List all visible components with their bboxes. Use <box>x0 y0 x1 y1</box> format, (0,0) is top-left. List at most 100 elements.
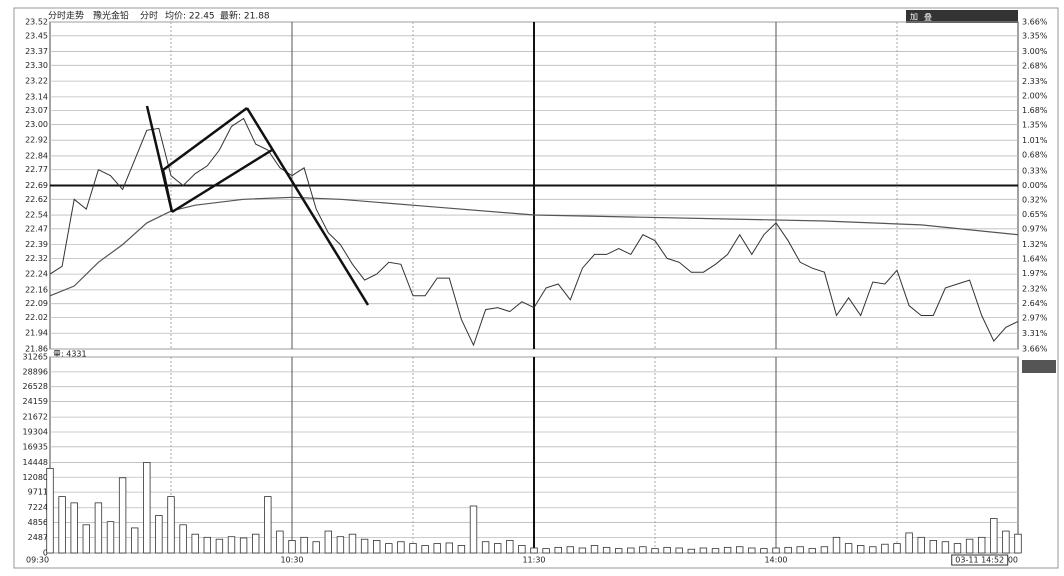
v-tick-label: 2487 <box>28 533 48 542</box>
volume-bar <box>602 546 611 554</box>
volume-bar <box>627 547 635 554</box>
avg-label: 均价: 22.45 <box>165 10 215 22</box>
volume-bar <box>784 546 792 554</box>
volume-bar <box>953 543 962 554</box>
volume-bar <box>494 543 502 554</box>
volume-bar <box>348 533 357 554</box>
volume-bar <box>736 546 744 554</box>
volume-bar <box>615 548 623 554</box>
volume-bar <box>590 545 599 554</box>
volume-bar <box>978 536 986 554</box>
y-tick-label: 23.22 <box>25 77 48 86</box>
volume-bar <box>360 538 369 554</box>
volume-label: 量: 4331 <box>53 350 87 359</box>
volume-bar <box>941 541 950 554</box>
volume-bar <box>385 543 393 554</box>
x-tick-label: 09:30 <box>26 556 49 565</box>
volume-bar <box>118 477 127 554</box>
volume-bar <box>288 540 296 554</box>
toolbar-button[interactable]: 加 <box>910 12 918 22</box>
side-button[interactable] <box>1022 360 1056 373</box>
volume-bar <box>82 524 90 554</box>
y2-tick-label: 3.66% <box>1022 345 1048 354</box>
y-tick-label: 22.77 <box>25 165 48 174</box>
period: 分时 <box>140 10 158 22</box>
volume-bar <box>530 547 538 554</box>
y-tick-label: 23.30 <box>25 61 48 70</box>
avg-line <box>49 196 1019 297</box>
x-tick-label: 14:00 <box>764 556 787 565</box>
volume-bar <box>324 530 332 554</box>
toolbar-button[interactable]: 叠 <box>924 13 932 22</box>
y2-tick-label: 0.00% <box>1022 181 1048 190</box>
volume-bar <box>748 547 756 554</box>
y2-tick-label: 1.64% <box>1022 254 1048 263</box>
volume-bar <box>252 533 260 554</box>
volume-bar <box>155 514 163 554</box>
price-line <box>49 117 1019 347</box>
volume-bar <box>518 545 526 554</box>
y2-tick-label: 3.66% <box>1022 18 1048 27</box>
volume-bar <box>191 533 199 554</box>
volume-bar <box>167 496 175 554</box>
volume-bar <box>300 536 308 554</box>
y-tick-label: 21.86 <box>25 345 48 354</box>
volume-bar <box>421 545 429 554</box>
volume-bar <box>554 546 562 554</box>
volume-bar <box>70 502 78 554</box>
cursor-label-box <box>951 554 1009 566</box>
volume-bar <box>373 540 381 554</box>
y2-tick-label: 1.01% <box>1022 136 1048 145</box>
volume-bar <box>820 546 829 554</box>
chart-title: 分时走势 <box>48 10 84 22</box>
v-tick-label: 9711 <box>28 488 48 497</box>
volume-bar <box>772 547 780 554</box>
volume-bar <box>469 505 478 554</box>
v-tick-label: 4856 <box>28 518 48 527</box>
volume-bar <box>893 543 901 554</box>
v-tick-label: 12080 <box>23 473 48 482</box>
y-tick-label: 23.07 <box>25 106 48 115</box>
y2-tick-label: 0.68% <box>1022 151 1048 160</box>
volume-bar <box>651 548 659 554</box>
y-tick-label: 22.16 <box>25 285 48 294</box>
y2-tick-label: 2.64% <box>1022 299 1048 308</box>
volume-bar <box>675 547 683 554</box>
volume-bar <box>578 547 587 554</box>
volume-bar <box>1014 533 1022 554</box>
volume-bar <box>905 532 913 554</box>
volume-bar <box>965 538 974 554</box>
volume-bar <box>1002 530 1010 554</box>
y2-tick-label: 2.00% <box>1022 92 1048 101</box>
frame <box>13 7 1059 569</box>
y2-tick-label: 1.97% <box>1022 269 1048 278</box>
volume-bar <box>881 543 889 554</box>
v-tick-label: 14448 <box>23 458 48 467</box>
v-tick-label: 19304 <box>23 427 48 436</box>
y2-tick-label: 2.32% <box>1022 285 1048 294</box>
volume-bar <box>832 536 841 554</box>
y-tick-label: 22.47 <box>25 224 48 233</box>
pattern-drawing <box>145 105 370 306</box>
volume-bar <box>239 537 248 554</box>
x-tick-label: 11:30 <box>522 556 545 565</box>
volume-bar <box>227 536 236 554</box>
volume-bar <box>990 518 998 554</box>
v-tick-label: 16935 <box>23 442 48 451</box>
y2-tick-label: 1.32% <box>1022 240 1048 249</box>
volume-bar <box>264 496 272 554</box>
v-tick-label: 28896 <box>23 367 48 376</box>
volume-bar <box>58 496 66 554</box>
volume-bar <box>179 524 187 554</box>
volume-bar <box>457 545 466 554</box>
volume-bar <box>808 548 816 554</box>
volume-bar <box>663 546 671 554</box>
volume-bar <box>445 542 453 554</box>
y-tick-label: 21.94 <box>25 329 48 338</box>
toolbar[interactable] <box>906 10 1018 23</box>
y2-tick-label: 1.68% <box>1022 106 1048 115</box>
volume-bar <box>106 521 115 554</box>
volume-bar <box>723 546 732 554</box>
